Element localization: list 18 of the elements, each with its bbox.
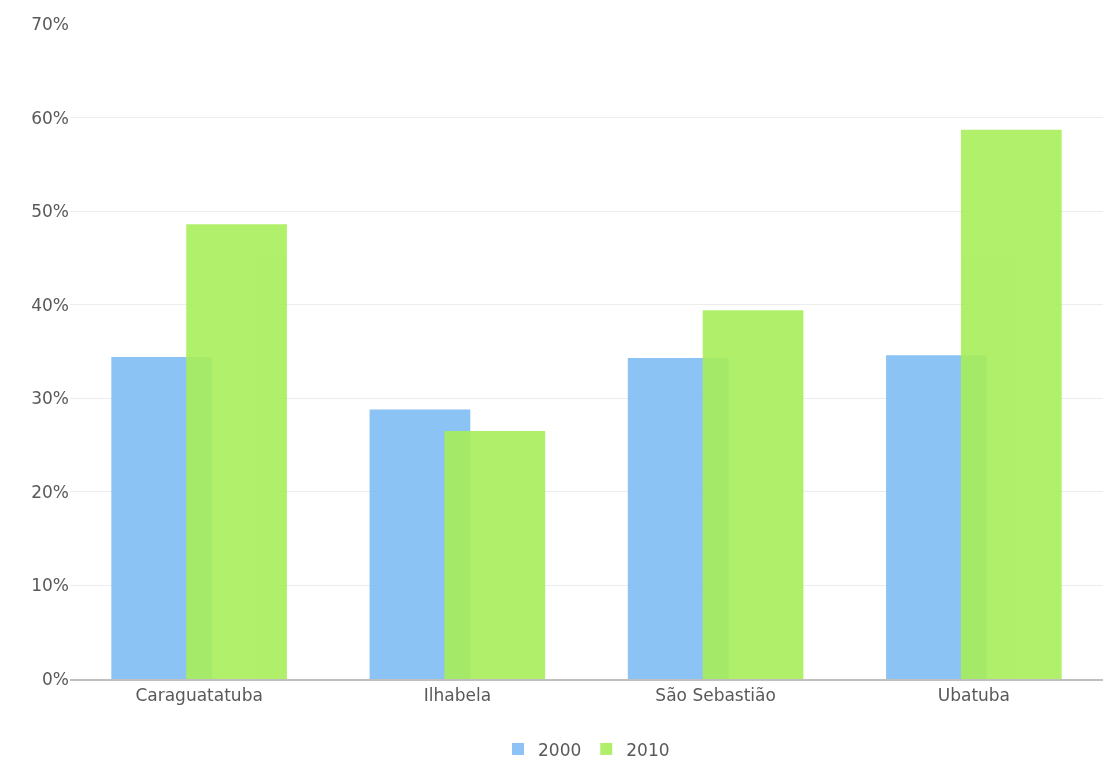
y-tick-label: 40% [31, 294, 69, 315]
y-tick-label: 30% [31, 388, 69, 409]
y-tick-label: 50% [31, 201, 69, 222]
bar [702, 310, 804, 679]
y-tick-label: 0% [42, 668, 69, 689]
x-tick-label: Ubatuba [937, 685, 1011, 706]
legend-label: 2000 [538, 739, 582, 760]
x-tick-label: Caraguatatuba [135, 685, 263, 706]
y-tick-label: 10% [31, 575, 69, 596]
y-tick-label: 20% [31, 481, 69, 502]
y-tick-label: 70% [31, 13, 69, 34]
bar [186, 224, 287, 679]
bar [960, 129, 1062, 679]
x-tick-label: São Sebastião [655, 685, 776, 706]
legend-label: 2010 [626, 739, 670, 760]
y-tick-label: 60% [31, 107, 69, 128]
bar [444, 431, 546, 679]
x-tick-label: Ilhabela [423, 685, 492, 706]
